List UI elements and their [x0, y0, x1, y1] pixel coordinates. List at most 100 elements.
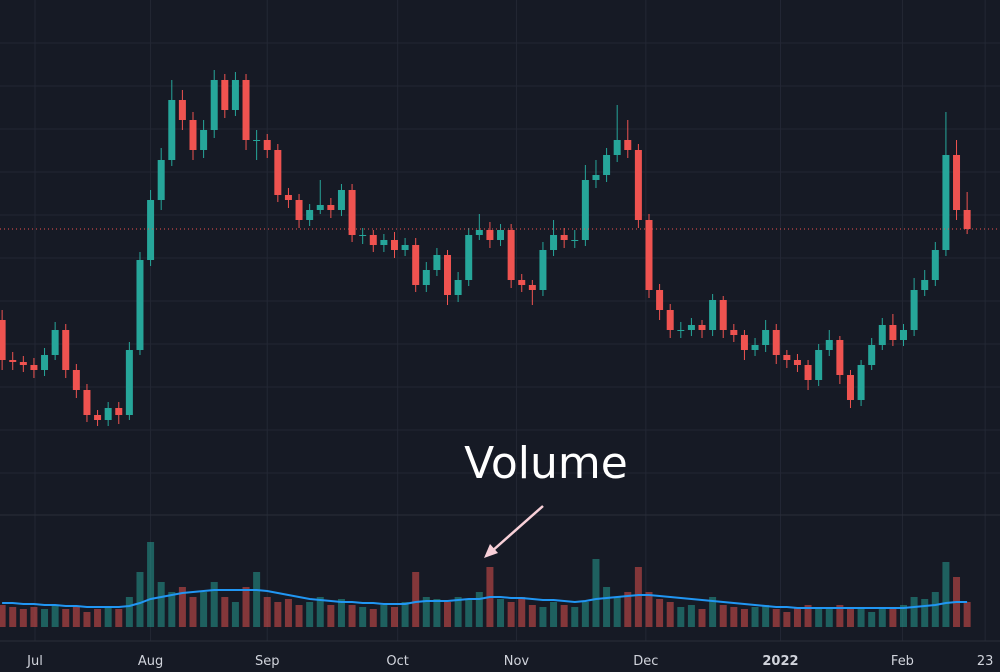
x-tick-label: Aug [138, 654, 163, 669]
candle-body [274, 150, 282, 195]
candle-body [868, 345, 876, 365]
candle-body [401, 245, 409, 250]
candle-body [889, 325, 897, 340]
candle-body [221, 80, 229, 110]
volume-bar [274, 602, 282, 627]
volume-bar [200, 592, 208, 627]
annotation: Volume [464, 438, 628, 489]
annotation-arrowhead [484, 544, 498, 558]
volume-bar [868, 612, 876, 627]
volume-bar [359, 607, 367, 627]
candle-body [762, 330, 770, 345]
candle-body [306, 210, 314, 220]
volume-bar [613, 597, 621, 627]
candle-body [295, 200, 303, 220]
volume-bar [348, 605, 356, 627]
volume-bar [666, 602, 674, 627]
volume-bar [475, 592, 483, 627]
volume-bar [369, 609, 377, 627]
volume-bar [83, 612, 91, 627]
candle-body [878, 325, 886, 345]
volume-pane [0, 542, 971, 627]
volume-bar [306, 602, 314, 627]
candle-body [327, 205, 335, 210]
volume-bar [147, 542, 155, 627]
volume-bar [931, 592, 939, 627]
candle-body [698, 325, 706, 330]
volume-bar [963, 602, 971, 627]
volume-bar [497, 599, 505, 627]
candle-body [231, 80, 239, 110]
volume-bar [390, 607, 398, 627]
volume-bar [571, 607, 579, 627]
grid [0, 0, 1000, 641]
volume-bar [899, 605, 907, 627]
volume-bar [242, 587, 250, 627]
candle-body [719, 300, 727, 330]
volume-bar [560, 605, 568, 627]
candle-body [316, 205, 324, 210]
candle-body [454, 280, 462, 295]
candle-body [921, 280, 929, 290]
price-pane [0, 70, 1000, 426]
candle-body [475, 230, 483, 235]
volume-bar [889, 609, 897, 627]
volume-bar [412, 572, 420, 627]
volume-bar [793, 607, 801, 627]
volume-bar [444, 602, 452, 627]
volume-bar [284, 599, 292, 627]
volume-bar [709, 597, 717, 627]
candle-body [613, 140, 621, 155]
volume-bar [104, 607, 112, 627]
candle-body [942, 155, 950, 250]
volume-bar [136, 572, 144, 627]
candle-body [115, 408, 123, 415]
candle-body [380, 240, 388, 245]
candle-body [730, 330, 738, 335]
volume-bar [550, 602, 558, 627]
volume-bar [677, 607, 685, 627]
candle-body [560, 235, 568, 240]
volume-bar [0, 605, 6, 627]
volume-bar [687, 605, 695, 627]
x-tick-label: Sep [255, 654, 280, 669]
candle-body [9, 360, 17, 362]
candle-body [634, 150, 642, 220]
volume-bar [740, 609, 748, 627]
candle-body [157, 160, 165, 200]
volume-bar [30, 607, 38, 627]
volume-bar [41, 609, 49, 627]
candle-body [62, 330, 70, 370]
volume-bar [825, 607, 833, 627]
candle-body [571, 240, 579, 241]
volume-bar [178, 587, 186, 627]
volume-bar [231, 602, 239, 627]
volume-bar [783, 612, 791, 627]
candle-body [857, 365, 865, 400]
candle-body [465, 235, 473, 280]
volume-bar [857, 607, 865, 627]
candle-body [677, 330, 685, 331]
volume-bar [910, 597, 918, 627]
candle-body [656, 290, 664, 310]
volume-bar [19, 609, 27, 627]
candle-body [772, 330, 780, 355]
candle-body [147, 200, 155, 260]
candle-body [125, 350, 133, 415]
candle-body [528, 285, 536, 290]
volume-bar [528, 605, 536, 627]
candle-body [72, 370, 80, 390]
volume-bar [168, 592, 176, 627]
candle-body [30, 365, 38, 370]
candle-body [136, 260, 144, 350]
volume-bar [603, 587, 611, 627]
volume-bar [581, 602, 589, 627]
candle-body [104, 408, 112, 420]
candle-body [444, 255, 452, 295]
candle-body [284, 195, 292, 200]
volume-bar [401, 602, 409, 627]
candle-body [910, 290, 918, 330]
candle-body [359, 235, 367, 236]
